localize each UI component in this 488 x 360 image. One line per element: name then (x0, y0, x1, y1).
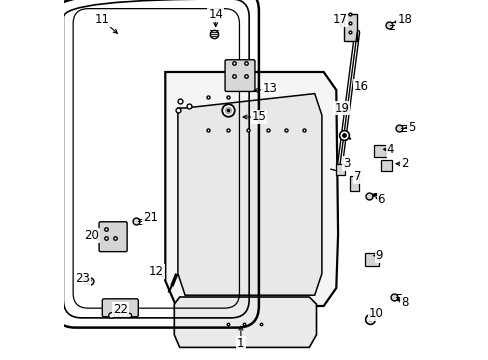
Bar (336, 164, 345, 175)
Polygon shape (178, 94, 321, 295)
Text: 7: 7 (353, 170, 361, 183)
Text: 12: 12 (148, 265, 163, 278)
FancyBboxPatch shape (224, 60, 254, 91)
Text: 19: 19 (333, 102, 348, 114)
Text: 13: 13 (262, 82, 277, 95)
Text: 10: 10 (368, 307, 383, 320)
Bar (365, 253, 378, 266)
Text: 11: 11 (95, 13, 110, 26)
Text: 6: 6 (377, 193, 384, 206)
Text: 1: 1 (237, 337, 244, 350)
Text: 8: 8 (400, 296, 407, 309)
Text: 14: 14 (208, 8, 223, 21)
Text: 2: 2 (400, 157, 407, 170)
Bar (343, 14, 356, 41)
Text: 20: 20 (84, 229, 99, 242)
Text: 5: 5 (407, 121, 415, 134)
Polygon shape (174, 297, 316, 347)
Text: 21: 21 (143, 211, 158, 224)
Bar (373, 145, 385, 157)
Text: 17: 17 (332, 13, 346, 26)
Text: 16: 16 (353, 80, 368, 93)
Text: 23: 23 (75, 273, 90, 285)
Bar (349, 176, 358, 191)
Polygon shape (165, 72, 337, 306)
Text: 3: 3 (343, 157, 350, 170)
Text: 9: 9 (375, 249, 383, 262)
Text: 15: 15 (251, 111, 266, 123)
FancyBboxPatch shape (102, 299, 138, 317)
Bar (381, 160, 391, 171)
FancyBboxPatch shape (99, 222, 127, 252)
Text: 4: 4 (386, 143, 393, 156)
Text: 18: 18 (396, 13, 411, 26)
Text: 22: 22 (113, 303, 127, 316)
